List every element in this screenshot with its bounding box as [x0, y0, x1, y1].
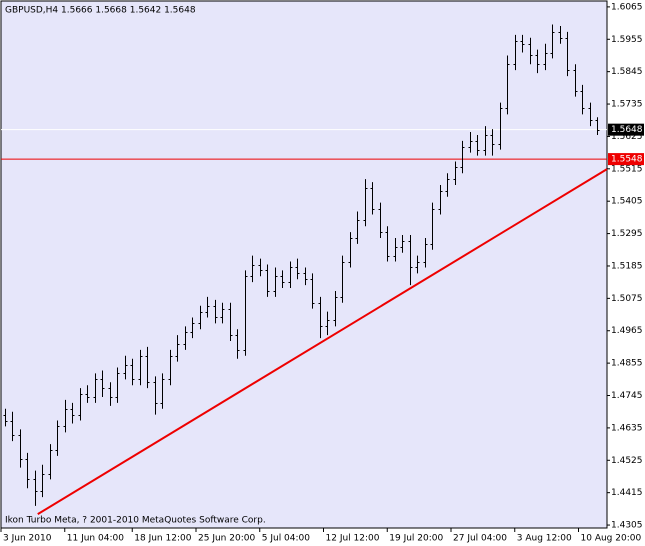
- trendline: [37, 168, 608, 516]
- y-tick-label: 1.5075: [611, 294, 643, 304]
- y-tick-label: 1.5845: [611, 67, 643, 77]
- y-tick-label: 1.5515: [611, 164, 643, 174]
- y-tick-label: 1.5405: [611, 197, 643, 207]
- current-price-label: 1.5648: [611, 125, 643, 135]
- footer: Ikon Turbo Meta, ? 2001-2010 MetaQuotes …: [5, 516, 266, 526]
- y-tick-label: 1.4965: [611, 326, 643, 336]
- y-tick-label: 1.4305: [611, 521, 643, 531]
- y-tick-label: 1.4525: [611, 456, 643, 466]
- x-tick-label: 3 Jun 2010: [3, 534, 52, 544]
- x-tick-label: 19 Jul 20:00: [389, 534, 443, 544]
- y-tick-label: 1.5185: [611, 261, 643, 271]
- hline-price-box: [608, 153, 644, 166]
- x-tick-label: 5 Jul 04:00: [262, 534, 311, 544]
- x-tick-label: 11 Jun 04:00: [67, 534, 124, 544]
- chart-title: GBPUSD,H4 1.5666 1.5668 1.5642 1.5648: [5, 6, 196, 16]
- y-tick-label: 1.5955: [611, 35, 643, 45]
- x-tick-label: 12 Jul 12:00: [326, 534, 380, 544]
- y-tick-label: 1.4745: [611, 391, 643, 401]
- current-price-box: [608, 123, 644, 136]
- x-tick-label: 27 Jul 04:00: [453, 534, 507, 544]
- y-tick-label: 1.4855: [611, 359, 643, 369]
- y-tick-label: 1.5625: [611, 132, 643, 142]
- x-tick-label: 10 Aug 20:00: [581, 534, 642, 544]
- x-tick-label: 3 Aug 12:00: [517, 534, 572, 544]
- x-tick-label: 18 Jun 12:00: [134, 534, 191, 544]
- y-tick-label: 1.5295: [611, 229, 643, 239]
- y-tick-label: 1.4415: [611, 488, 643, 498]
- plot-area: [0, 0, 608, 529]
- y-tick-label: 1.6065: [611, 2, 643, 12]
- y-tick-label: 1.4635: [611, 423, 643, 433]
- x-tick-label: 25 Jun 20:00: [198, 534, 255, 544]
- hline-price-label: 1.5548: [611, 155, 643, 165]
- y-tick-label: 1.5735: [611, 100, 643, 110]
